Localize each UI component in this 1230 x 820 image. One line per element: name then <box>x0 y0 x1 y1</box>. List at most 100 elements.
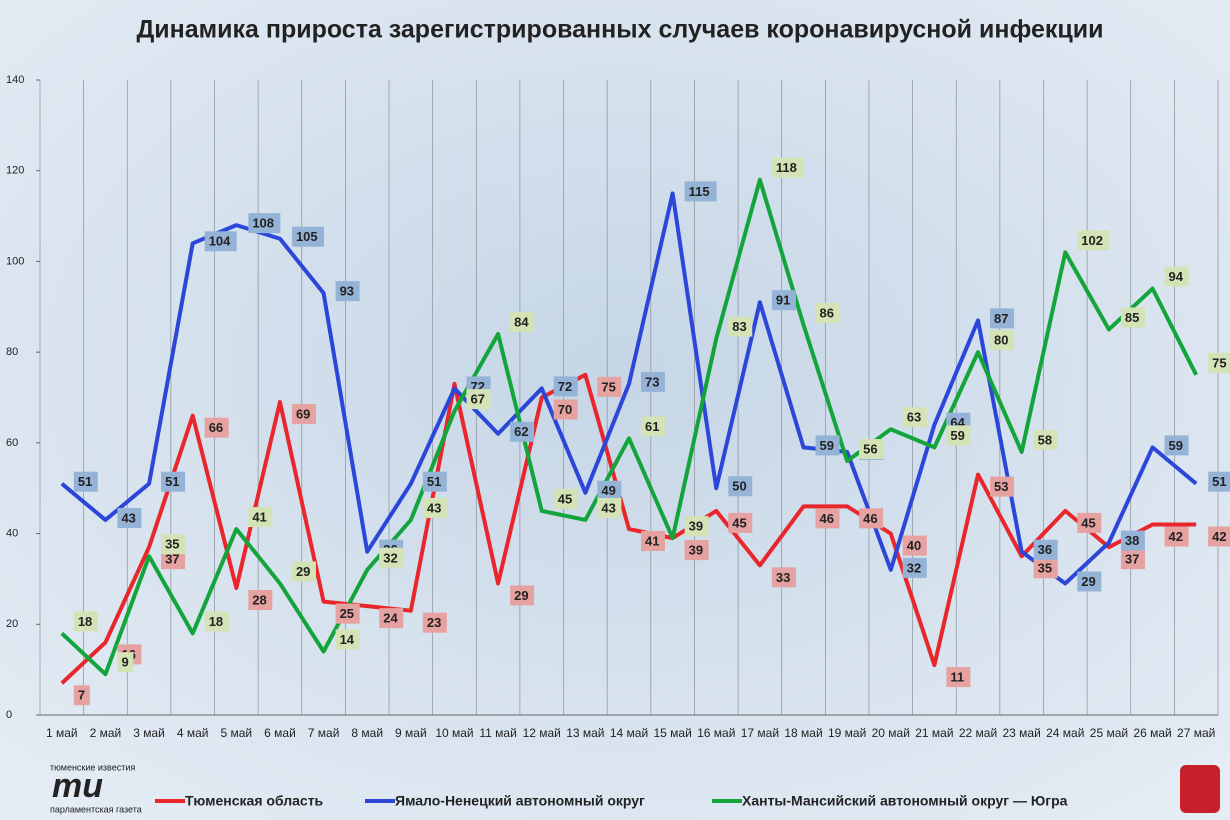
data-label-text: 105 <box>296 229 318 244</box>
data-label-text: 118 <box>776 160 797 175</box>
x-tick-label: 4 май <box>177 726 209 740</box>
data-label-text: 32 <box>907 560 921 575</box>
data-label: 61 <box>641 416 665 437</box>
x-tick-label: 6 май <box>264 726 296 740</box>
logo-top: тюменские известия <box>50 762 135 772</box>
data-label-text: 80 <box>994 333 1008 348</box>
data-label: 83 <box>728 316 753 337</box>
data-label: 63 <box>902 407 927 428</box>
data-label-text: 51 <box>1212 474 1226 489</box>
data-label: 59 <box>815 435 840 456</box>
data-label: 59 <box>946 425 971 446</box>
x-tick-label: 15 май <box>653 726 691 740</box>
x-tick-label: 18 май <box>784 726 822 740</box>
data-label: 59 <box>1164 435 1189 456</box>
data-label: 51 <box>1208 471 1230 492</box>
data-label: 35 <box>1033 558 1058 579</box>
data-label: 87 <box>990 308 1015 329</box>
data-label-text: 91 <box>776 293 790 308</box>
legend-label: Ханты-Мансийский автономный округ — Югра <box>742 793 1068 809</box>
data-label: 28 <box>248 590 273 610</box>
data-label-text: 104 <box>209 234 231 249</box>
data-label-box <box>204 611 229 632</box>
x-tick-label: 25 май <box>1090 726 1128 740</box>
x-tick-label: 2 май <box>90 726 122 740</box>
data-label: 58 <box>1033 429 1058 450</box>
x-tick-label: 23 май <box>1003 726 1041 740</box>
data-label-text: 75 <box>1212 355 1226 370</box>
y-tick-label: 60 <box>6 437 18 449</box>
data-label-text: 53 <box>994 479 1008 494</box>
data-label: 43 <box>597 497 622 518</box>
data-label-box <box>990 476 1015 497</box>
data-label-text: 29 <box>1081 574 1095 589</box>
data-label-text: 11 <box>950 670 964 685</box>
data-label: 49 <box>597 480 622 501</box>
data-label-box <box>335 603 360 624</box>
x-tick-label: 20 май <box>872 726 910 740</box>
data-label-text: 35 <box>165 537 179 552</box>
data-label-box <box>1120 549 1145 570</box>
data-label: 45 <box>728 512 753 533</box>
data-label: 45 <box>553 488 578 509</box>
x-tick-label: 1 май <box>46 726 78 740</box>
data-label: 11 <box>946 667 971 688</box>
data-label: 39 <box>684 516 709 537</box>
data-label-box <box>73 685 90 706</box>
data-label: 62 <box>510 421 535 442</box>
data-label-text: 83 <box>732 319 746 334</box>
data-label-box <box>291 226 324 247</box>
y-tick-label: 20 <box>6 618 18 630</box>
data-label: 38 <box>1120 530 1145 551</box>
data-label: 29 <box>291 561 316 582</box>
data-label-text: 41 <box>252 509 266 524</box>
data-label: 73 <box>641 371 665 392</box>
data-label-text: 37 <box>165 552 179 567</box>
data-label: 75 <box>597 376 622 397</box>
emblem <box>1180 765 1220 813</box>
x-tick-label: 14 май <box>610 726 648 740</box>
data-label-text: 42 <box>1212 529 1226 544</box>
data-label-box <box>1077 571 1102 592</box>
data-label-text: 75 <box>601 379 615 394</box>
data-label-box <box>73 611 98 632</box>
data-label-box <box>204 417 229 438</box>
data-label-text: 59 <box>820 438 834 453</box>
data-label-box <box>815 435 840 456</box>
data-label-box <box>728 316 753 337</box>
data-label: 29 <box>1077 571 1102 592</box>
data-label: 32 <box>379 547 404 568</box>
data-label-text: 46 <box>863 511 877 526</box>
data-label-text: 59 <box>950 428 964 443</box>
data-label-box <box>204 231 237 252</box>
y-tick-label: 40 <box>6 527 18 539</box>
data-label: 85 <box>1120 307 1145 328</box>
y-tick-label: 0 <box>6 709 12 721</box>
data-label-text: 9 <box>121 655 128 670</box>
data-label-text: 18 <box>209 614 223 629</box>
data-label: 94 <box>1164 266 1189 287</box>
data-label-box <box>815 302 840 323</box>
data-label-text: 51 <box>165 474 179 489</box>
data-label-box <box>510 585 535 606</box>
data-label-text: 86 <box>820 305 834 320</box>
data-label-text: 32 <box>383 550 397 565</box>
data-label-text: 45 <box>1081 515 1095 530</box>
data-label: 56 <box>859 439 884 459</box>
data-label-box <box>859 508 884 529</box>
data-label-box <box>771 157 804 178</box>
data-label-box <box>1033 558 1058 579</box>
data-label-box <box>1077 512 1102 533</box>
data-label-text: 33 <box>776 570 790 585</box>
data-label-box <box>902 535 927 556</box>
data-label-box <box>161 534 186 555</box>
data-label-text: 59 <box>1169 438 1183 453</box>
data-label: 91 <box>771 290 796 311</box>
x-tick-label: 10 май <box>435 726 473 740</box>
data-label-text: 108 <box>252 216 274 231</box>
y-tick-label: 120 <box>6 165 24 177</box>
x-tick-label: 9 май <box>395 726 427 740</box>
data-label-box <box>510 421 535 442</box>
data-label-text: 43 <box>121 510 135 525</box>
